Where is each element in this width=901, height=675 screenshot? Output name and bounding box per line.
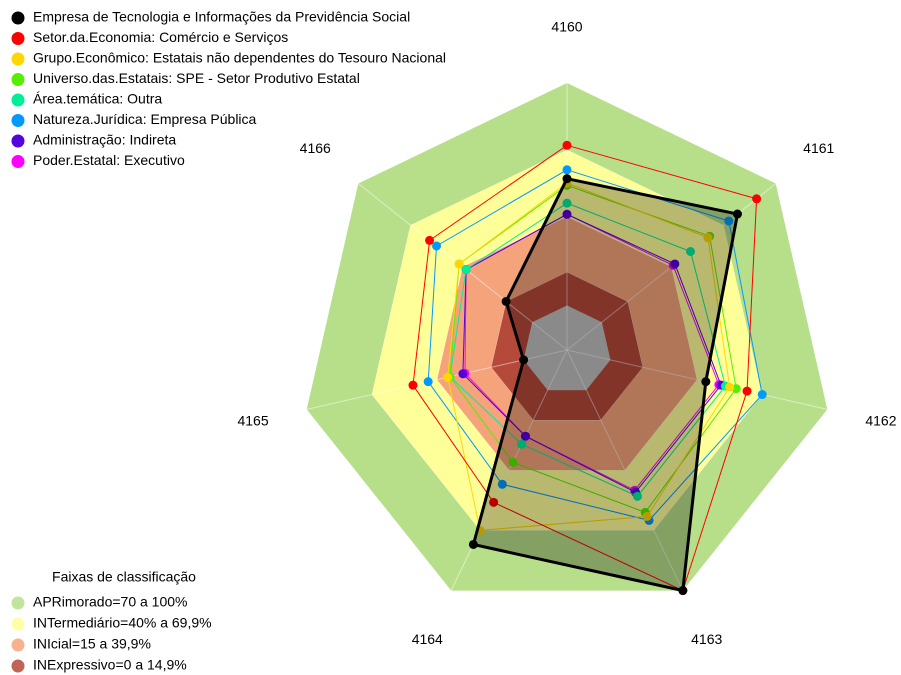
axis-label: 4163 [691, 631, 722, 647]
series-point [562, 209, 572, 219]
legend-swatch [11, 93, 25, 107]
spoke [566, 349, 828, 410]
series-point [489, 497, 499, 507]
series-point [757, 390, 767, 400]
series-line [412, 144, 758, 592]
series-point [725, 382, 735, 392]
series-point [686, 247, 696, 257]
axis-label: 4161 [803, 140, 834, 156]
band-legend-label: APRimorado=70 a 100% [33, 594, 188, 610]
band-legend-label: INExpressivo=0 a 14,9% [33, 657, 187, 673]
series-line [427, 169, 763, 521]
series-point [752, 194, 762, 204]
series-line [471, 176, 740, 593]
series-point [562, 198, 572, 208]
series-point [443, 372, 453, 382]
axis-label: 4162 [865, 412, 896, 428]
series-point [724, 216, 734, 226]
legend-swatch [11, 114, 25, 127]
series-point [732, 209, 742, 219]
axis-label: 4166 [300, 140, 331, 156]
series-point [408, 380, 418, 390]
axis-label: 4160 [551, 19, 582, 35]
spoke [566, 349, 684, 591]
legend-label: Natureza.Jurídica: Empresa Pública [33, 111, 257, 127]
series-point [562, 174, 572, 184]
series-point [454, 259, 464, 269]
series-point [501, 296, 511, 306]
series-point [517, 439, 527, 449]
series-point [562, 140, 572, 150]
band-legend-swatch [11, 617, 25, 631]
legend-swatch [11, 155, 25, 168]
legend-label: Área.temática: Outra [33, 91, 162, 107]
series-line [449, 202, 726, 497]
band-legend-label: INIcial=15 a 39,9% [33, 636, 151, 652]
series-point [423, 377, 433, 387]
band-legend-label: INTermediário=40% a 69,9% [33, 615, 212, 631]
series-point [458, 369, 468, 379]
series-line [462, 213, 722, 493]
legend-label: Poder.Estatal: Executivo [33, 152, 185, 168]
series-point [670, 259, 680, 269]
legend-swatch [11, 32, 25, 45]
axis-label: 4164 [412, 631, 443, 647]
legend-swatch [11, 73, 25, 86]
series-point [520, 431, 530, 441]
bands-title: Faixas de classificação [52, 569, 196, 585]
series-point [461, 265, 471, 275]
legend-label: Administração: Indireta [33, 132, 176, 148]
legend-label: Setor.da.Economia: Comércio e Serviços [33, 29, 288, 45]
series-point [632, 491, 642, 501]
series-point [642, 511, 652, 521]
series-point [703, 233, 713, 243]
legend-swatch [11, 134, 25, 148]
band [306, 83, 828, 591]
axis-label: 4165 [237, 412, 268, 428]
legend-swatch [11, 52, 25, 66]
series-point [562, 165, 572, 175]
legend-label: Empresa de Tecnologia e Informações da P… [33, 9, 410, 25]
legend-label: Grupo.Econômico: Estatais não dependente… [33, 50, 446, 66]
band-legend-swatch [11, 659, 25, 673]
series-point [519, 355, 529, 365]
series-point [468, 539, 478, 549]
series-point [678, 586, 688, 596]
band-legend-swatch [11, 638, 25, 652]
series-point [497, 479, 507, 489]
series-point [742, 386, 752, 396]
band [491, 272, 643, 420]
series-line [447, 182, 731, 531]
band [437, 216, 697, 471]
legend-swatch [11, 11, 25, 25]
series-point [425, 235, 435, 245]
legend-label: Universo.das.Estatais: SPE - Setor Produ… [33, 70, 360, 86]
spoke [450, 349, 568, 591]
series-point [432, 241, 442, 251]
series-point [701, 377, 711, 387]
band [372, 150, 762, 531]
series-point [508, 457, 518, 467]
band-legend-swatch [11, 596, 25, 610]
